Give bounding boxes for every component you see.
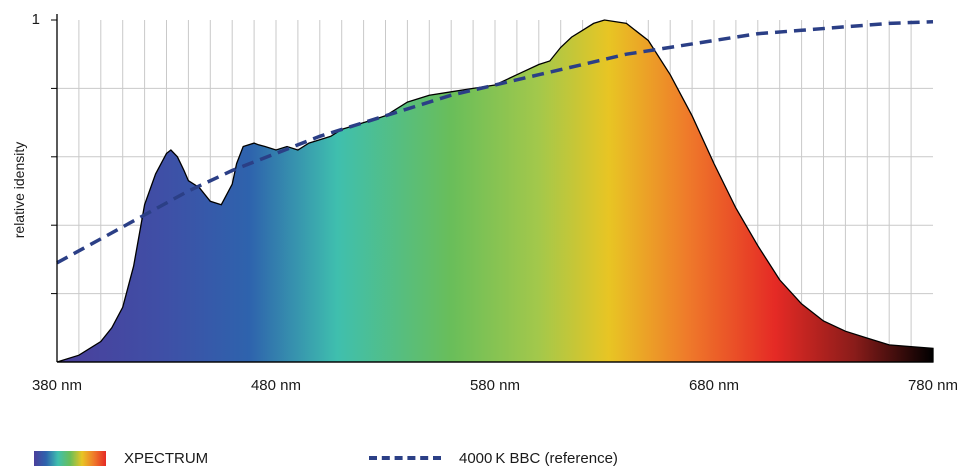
x-tick-label: 380 nm bbox=[32, 377, 82, 394]
spectrum-area bbox=[56, 19, 934, 363]
legend-reference: 4000 K BBC (reference) bbox=[369, 448, 618, 468]
dashed-line-swatch bbox=[369, 456, 441, 460]
y-axis-label: relative idensity bbox=[11, 142, 27, 239]
spectrum-gradient-swatch bbox=[34, 450, 106, 466]
x-tick-label: 680 nm bbox=[689, 377, 739, 394]
x-tick-labels: 380 nm 480 nm 580 nm 680 nm 780 nm bbox=[32, 377, 958, 394]
legend-reference-label: 4000 K BBC (reference) bbox=[459, 449, 618, 467]
legend-spectrum: XPECTRUM bbox=[34, 448, 208, 468]
legend-spectrum-label: XPECTRUM bbox=[124, 449, 209, 467]
x-tick-label: 480 nm bbox=[251, 377, 301, 394]
y-tick-label-1: 1 bbox=[32, 11, 40, 28]
x-tick-label: 780 nm bbox=[908, 377, 958, 394]
x-tick-label: 580 nm bbox=[470, 377, 520, 394]
